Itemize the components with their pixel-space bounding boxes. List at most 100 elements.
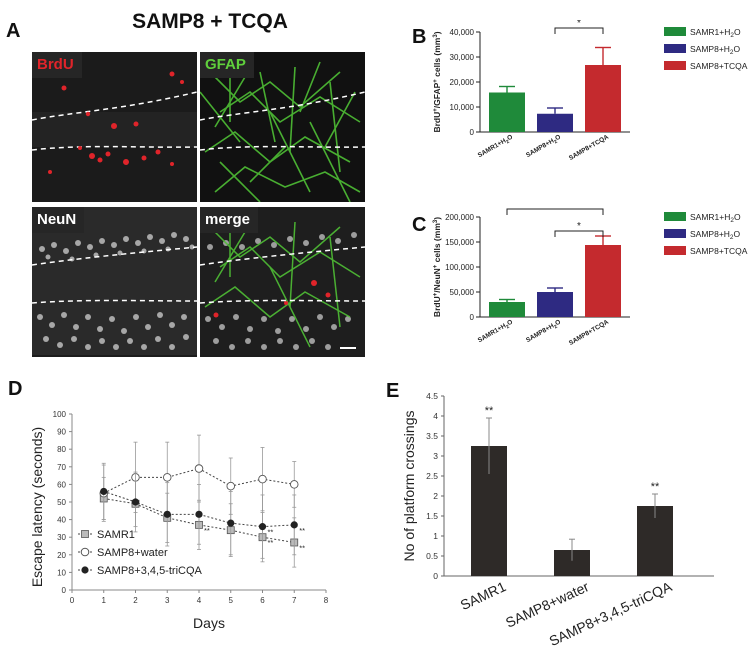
micrograph-label-neun: NeuN <box>32 207 85 233</box>
chart-d-legend-marker <box>81 530 89 538</box>
chart-c-legend-swatch <box>664 246 686 255</box>
chart-d-xtick-label: 5 <box>229 596 234 605</box>
chart-d-xtick-label: 3 <box>165 596 170 605</box>
chart-d-point-samp8-tricqa <box>290 521 298 529</box>
micrograph-label-gfap: GFAP <box>200 52 254 78</box>
figure-title: SAMP8 + TCQA <box>132 10 288 33</box>
chart-c-legend-swatch <box>664 212 686 221</box>
chart-c-ytick-label: 200,000 <box>445 213 474 222</box>
chart-d-point-samp8-tricqa <box>195 510 203 518</box>
chart-d-legend-label: SAMR1 <box>97 529 135 541</box>
chart-b-ytick-label: 20,000 <box>450 78 475 87</box>
chart-d-point-samp8-tricqa <box>258 523 267 531</box>
chart-d-point-samp8-water <box>290 480 299 489</box>
chart-d-significance: ** <box>299 526 305 535</box>
chart-c-significance-bracket <box>554 230 604 237</box>
chart-e-category-label: SAMR1 <box>458 578 509 613</box>
panel-letter-d: D <box>8 378 23 400</box>
chart-c-significance-star: * <box>553 205 557 210</box>
micrograph-merge: merge <box>200 207 365 357</box>
chart-d-xtick-label: 0 <box>70 596 75 605</box>
chart-b-legend-label: SAMP8+H2O <box>690 44 740 56</box>
chart-d-point-samp8-tricqa <box>163 510 171 518</box>
chart-d-point-samp8-water <box>258 474 267 484</box>
chart-b-legend-label: SAMP8+TCQA <box>690 61 748 71</box>
chart-d-xtick-label: 7 <box>292 596 297 605</box>
chart-b-category-label: SAMP8+H2O <box>525 134 563 161</box>
chart-d-significance: ** <box>268 528 274 537</box>
chart-e-significance: ** <box>485 405 494 417</box>
chart-c-significance-bracket <box>506 208 604 215</box>
chart-d-xtick-label: 1 <box>102 596 107 605</box>
chart-d-point-samp8-water <box>162 473 172 482</box>
chart-b-bar <box>489 92 525 132</box>
chart-b-bar <box>537 113 573 132</box>
chart-c-ytick-label: 150,000 <box>445 238 474 247</box>
chart-b-ytick-label: 40,000 <box>450 28 475 37</box>
micrograph-label-merge: merge <box>200 207 259 233</box>
chart-c-significance-star: * <box>577 221 581 232</box>
panel-letter-b: B <box>412 26 427 48</box>
chart-b-significance-star: * <box>577 20 581 29</box>
chart-d-legend-label: SAMP8+3,4,5-triCQA <box>97 565 203 577</box>
chart-b-significance-bracket <box>554 27 604 34</box>
chart-c-category-label: SAMR1+H2O <box>477 319 515 346</box>
chart-c-bar <box>489 302 525 317</box>
chart-b-ytick-label: 30,000 <box>450 53 475 62</box>
chart-d-ytick-label: 0 <box>62 586 67 595</box>
chart-d-xtick-label: 6 <box>260 596 265 605</box>
chart-d-ytick-label: 90 <box>57 428 66 437</box>
chart-b-category-label: SAMR1+H2O <box>477 134 515 161</box>
chart-d-point-samp8-tricqa <box>100 487 108 496</box>
chart-e-ytick-label: 3.5 <box>426 431 438 441</box>
chart-c-category-label: SAMP8+TCQA <box>568 319 610 348</box>
chart-d-ytick-label: 80 <box>57 445 66 454</box>
chart-b: 0 10,000 20,000 30,000 40,000 SAMR1+H2O SAMP8+… <box>432 20 748 163</box>
chart-e-ytick-label: 4 <box>433 411 438 421</box>
chart-c-legend-label: SAMP8+H2O <box>690 229 740 241</box>
chart-b-legend-label: SAMR1+H2O <box>690 27 741 39</box>
chart-b-legend-swatch <box>664 44 686 53</box>
chart-c-ylabel: BrdU+/NeuN+ cells (mm3) <box>432 217 442 317</box>
chart-c-legend-swatch <box>664 229 686 238</box>
chart-c-ytick-label: 100,000 <box>445 263 474 272</box>
micrograph-neun-image <box>32 207 197 355</box>
chart-e-ylabel: No of platform crossings <box>401 411 417 562</box>
chart-d-ylabel: Escape latency (seconds) <box>29 427 45 587</box>
chart-e-ytick-label: 1.5 <box>426 511 438 521</box>
chart-e-ytick-label: 2 <box>433 491 438 501</box>
chart-c-legend-label: SAMP8+TCQA <box>690 246 748 256</box>
chart-d: 0 10 20 30 40 50 60 70 80 90 100 0 1 2 3 4 5 6 7 8 Days Escap… <box>29 410 329 631</box>
chart-e-ytick-label: 3 <box>433 451 438 461</box>
chart-b-bar <box>585 65 621 132</box>
micrograph-label-brdu: BrdU <box>32 52 82 78</box>
chart-d-xtick-label: 2 <box>133 596 138 605</box>
chart-b-ytick-label: 0 <box>470 128 475 137</box>
chart-e-ytick-label: 0.5 <box>426 551 438 561</box>
micrograph-brdu: BrdU <box>32 52 197 202</box>
chart-e: 0 0.5 1 1.5 2 2.5 3 3.5 4 4.5 No of platform cross… <box>401 391 714 649</box>
chart-d-legend-marker <box>80 547 90 557</box>
chart-c-bar <box>585 245 621 317</box>
panel-letter-a: A <box>6 20 21 42</box>
chart-b-ylabel: BrdU+/GFAP+ cells (mm3) <box>432 31 442 132</box>
chart-c-ytick-label: 0 <box>470 313 475 322</box>
chart-e-ytick-label: 1 <box>433 531 438 541</box>
chart-c-bar <box>537 292 573 317</box>
panel-letter-e: E <box>386 380 400 402</box>
chart-e-ytick-label: 0 <box>433 571 438 581</box>
chart-d-ytick-label: 50 <box>57 498 66 507</box>
chart-d-legend-marker <box>81 566 89 574</box>
chart-e-ytick-label: 2.5 <box>426 471 438 481</box>
chart-d-ytick-label: 70 <box>57 463 66 472</box>
chart-d-ytick-label: 40 <box>57 516 66 525</box>
chart-b-ytick-label: 10,000 <box>450 103 475 112</box>
chart-d-point-samp8-water <box>226 481 235 491</box>
chart-d-xlabel: Days <box>193 615 225 631</box>
micrograph-gfap: GFAP <box>200 52 365 202</box>
chart-d-point-samp8-water <box>194 464 204 473</box>
chart-b-legend-swatch <box>664 27 686 36</box>
chart-d-ytick-label: 100 <box>53 410 67 419</box>
chart-b-category-label: SAMP8+TCQA <box>568 134 610 163</box>
chart-d-point-samp8-tricqa <box>227 519 235 527</box>
